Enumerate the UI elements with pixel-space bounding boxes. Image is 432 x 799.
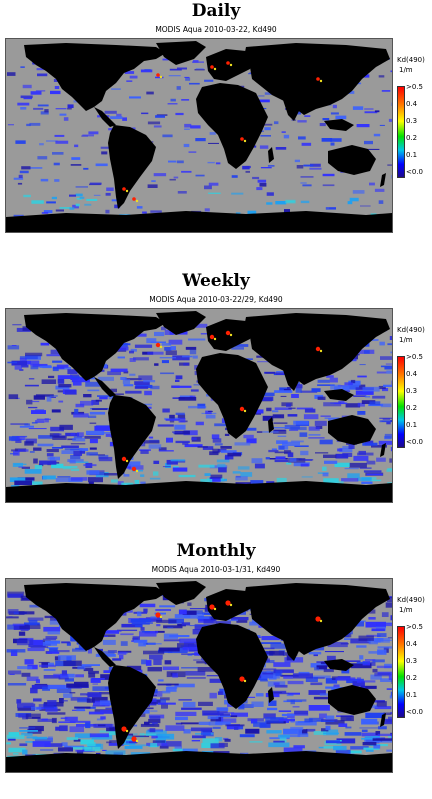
legend-tick: >0.5 (406, 354, 423, 361)
colorbar-legend: Kd(490) 1/m >0.5 0.4 0.3 0.2 0.1 <0.0 (395, 596, 431, 746)
legend-unit: 1/m (399, 606, 413, 615)
legend-tick: <0.0 (406, 169, 423, 176)
colorbar (397, 356, 405, 448)
colorbar-legend: Kd(490) 1/m >0.5 0.4 0.3 0.2 0.1 <0.0 (395, 56, 431, 206)
daily-panel: Daily MODIS Aqua 2010-03-22, Kd490 Kd(49… (0, 0, 432, 259)
monthly-kd490-map (5, 578, 393, 773)
legend-unit: 1/m (399, 336, 413, 345)
weekly-panel: Weekly MODIS Aqua 2010-03-22/29, Kd490 K… (0, 270, 432, 529)
panel-subtitle: MODIS Aqua 2010-03-22/29, Kd490 (0, 295, 432, 304)
legend-tick: 0.1 (406, 692, 417, 699)
legend-tick: 0.4 (406, 101, 417, 108)
panel-title: Monthly (0, 541, 432, 561)
legend-tick: 0.4 (406, 371, 417, 378)
legend-tick: 0.1 (406, 152, 417, 159)
panel-title: Weekly (0, 271, 432, 291)
legend-tick: 0.3 (406, 658, 417, 665)
weekly-kd490-map (5, 308, 393, 503)
colorbar (397, 86, 405, 178)
legend-title: Kd(490) (397, 326, 425, 335)
legend-unit: 1/m (399, 66, 413, 75)
legend-tick: 0.2 (406, 405, 417, 412)
colorbar-legend: Kd(490) 1/m >0.5 0.4 0.3 0.2 0.1 <0.0 (395, 326, 431, 476)
panel-subtitle: MODIS Aqua 2010-03-1/31, Kd490 (0, 565, 432, 574)
legend-tick: 0.2 (406, 135, 417, 142)
world-map-image (6, 39, 392, 232)
legend-tick: 0.1 (406, 422, 417, 429)
legend-tick: 0.4 (406, 641, 417, 648)
panel-subtitle: MODIS Aqua 2010-03-22, Kd490 (0, 25, 432, 34)
monthly-panel: Monthly MODIS Aqua 2010-03-1/31, Kd490 K… (0, 540, 432, 799)
legend-tick: 0.3 (406, 118, 417, 125)
legend-tick: <0.0 (406, 439, 423, 446)
world-map-image (6, 579, 392, 772)
legend-tick: >0.5 (406, 624, 423, 631)
legend-tick: 0.3 (406, 388, 417, 395)
legend-tick: 0.2 (406, 675, 417, 682)
legend-title: Kd(490) (397, 56, 425, 65)
legend-tick: <0.0 (406, 709, 423, 716)
legend-tick: >0.5 (406, 84, 423, 91)
world-map-image (6, 309, 392, 502)
legend-title: Kd(490) (397, 596, 425, 605)
panel-title: Daily (0, 1, 432, 21)
colorbar (397, 626, 405, 718)
daily-kd490-map (5, 38, 393, 233)
